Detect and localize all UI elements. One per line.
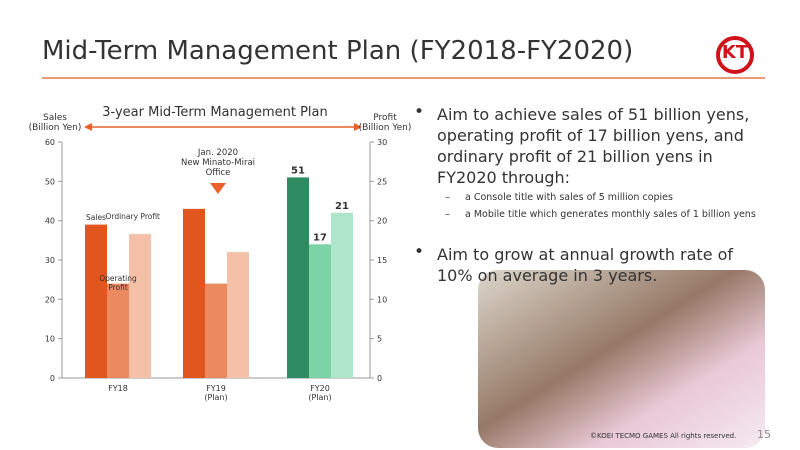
y2-tick-label: 25 xyxy=(377,177,387,186)
x-tick-label: FY18 xyxy=(108,384,128,393)
logo-ring xyxy=(716,36,754,74)
y-axis-label: Sales (Billion Yen) xyxy=(28,113,82,133)
x-tick-label: FY20 (Plan) xyxy=(308,384,332,402)
bar xyxy=(287,177,309,378)
bar xyxy=(85,224,107,378)
y2-tick-label: 30 xyxy=(377,138,387,147)
y2-tick-label: 20 xyxy=(377,217,387,226)
annotation: Jan. 2020 New Minato-Mirai Office xyxy=(180,148,256,178)
y2-tick-label: 10 xyxy=(377,295,387,304)
y-tick-label: 60 xyxy=(45,138,55,147)
bullet-dot: • xyxy=(414,242,425,262)
arrow-head xyxy=(84,123,92,131)
bar xyxy=(129,234,151,378)
y2-tick-label: 5 xyxy=(377,335,382,344)
bar xyxy=(227,252,249,378)
y2-tick-label: 15 xyxy=(377,256,387,265)
series-label: Operating Profit xyxy=(99,273,137,292)
bullet-text: Aim to achieve sales of 51 billion yens,… xyxy=(437,105,750,187)
y2-axis-label: Profit (Billion Yen) xyxy=(358,113,412,133)
sub-bullet: a Mobile title which generates monthly s… xyxy=(465,209,756,220)
series-label: Sales xyxy=(86,212,106,222)
y-tick-label: 30 xyxy=(45,256,55,265)
page-number: 15 xyxy=(757,428,771,441)
logo: KT xyxy=(721,42,749,63)
slide-title: Mid-Term Management Plan (FY2018-FY2020) xyxy=(42,36,634,66)
x-tick-label: FY19 (Plan) xyxy=(204,384,228,402)
artwork xyxy=(478,270,765,448)
annotation-arrow xyxy=(210,183,226,194)
sub-dash: – xyxy=(445,209,450,220)
y2-tick-label: 0 xyxy=(377,374,382,383)
arrow-head xyxy=(354,123,362,131)
chart-title: 3-year Mid-Term Management Plan xyxy=(100,105,330,120)
y-tick-label: 0 xyxy=(50,374,55,383)
bar xyxy=(331,212,353,378)
y-tick-label: 10 xyxy=(45,335,55,344)
bullet-text: Aim to grow at annual growth rate of 10%… xyxy=(437,245,734,285)
bar xyxy=(183,208,205,378)
y-tick-label: 40 xyxy=(45,217,55,226)
data-label: 51 xyxy=(291,165,305,176)
sub-dash: – xyxy=(445,192,450,203)
bar xyxy=(107,283,129,378)
bullet-dot: • xyxy=(414,102,425,122)
data-label: 17 xyxy=(313,232,327,243)
y-tick-label: 50 xyxy=(45,177,55,186)
sub-bullet: a Console title with sales of 5 million … xyxy=(465,192,673,203)
bar xyxy=(309,244,331,378)
bar xyxy=(205,283,227,378)
series-label: Ordinary Profit xyxy=(105,212,160,222)
copyright: ©KOEI TECMO GAMES All rights reserved. xyxy=(590,432,737,440)
y-tick-label: 20 xyxy=(45,295,55,304)
data-label: 21 xyxy=(335,201,349,212)
